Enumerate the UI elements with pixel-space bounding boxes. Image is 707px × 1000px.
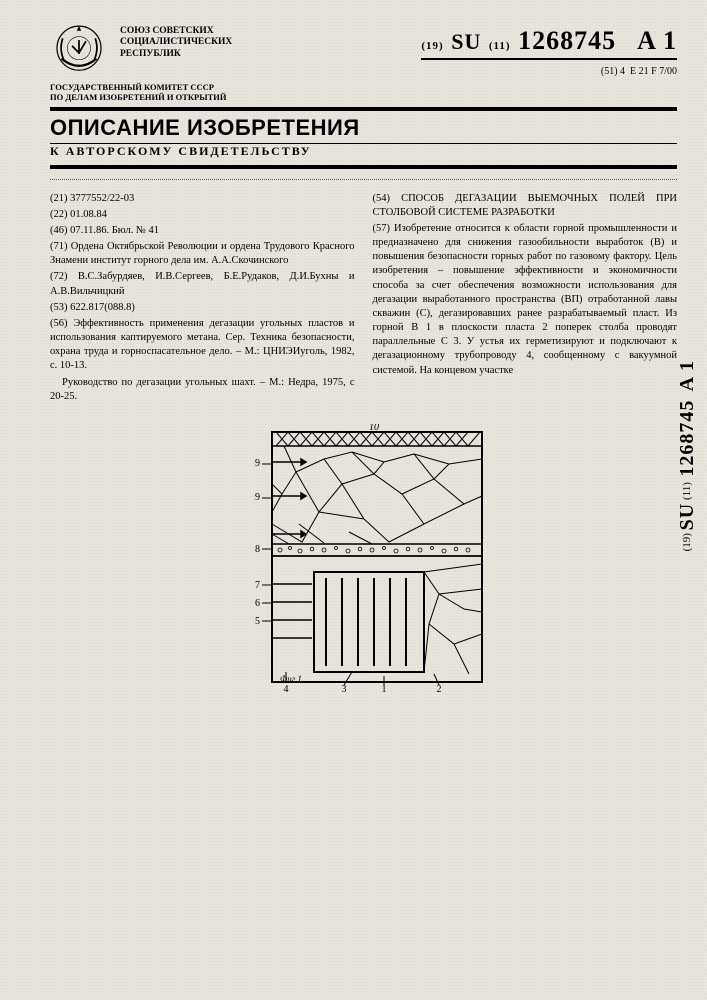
left-column: (21) 3777552/22-03 (22) 01.08.84 (46) 07… — [50, 192, 355, 406]
patent-figure: 9 9 8 7 6 5 10 4 3 1 2 — [224, 424, 504, 694]
svg-text:4: 4 — [283, 684, 288, 694]
svg-text:5: 5 — [255, 616, 260, 627]
dotted-separator — [50, 179, 677, 180]
svg-text:9: 9 — [255, 458, 260, 469]
header: СОЮЗ СОВЕТСКИХ СОЦИАЛИСТИЧЕСКИХ РЕСПУБЛИ… — [50, 18, 677, 77]
svg-text:9: 9 — [255, 492, 260, 503]
svg-text:3: 3 — [341, 684, 346, 694]
subtitle: К АВТОРСКОМУ СВИДЕТЕЛЬСТВУ — [50, 144, 677, 159]
hr-thick — [50, 107, 677, 111]
field-21: (21) 3777552/22-03 — [50, 192, 355, 206]
svg-text:7: 7 — [255, 580, 260, 591]
field-54: (54) СПОСОБ ДЕГАЗАЦИИ ВЫЕМОЧНЫХ ПОЛЕЙ ПР… — [373, 192, 678, 220]
committee-label: ГОСУДАРСТВЕННЫЙ КОМИТЕТ СССР ПО ДЕЛАМ ИЗ… — [50, 83, 677, 103]
citation: Руководство по дегазации угольных шахт. … — [50, 376, 355, 404]
union-label: СОЮЗ СОВЕТСКИХ СОЦИАЛИСТИЧЕСКИХ РЕСПУБЛИ… — [120, 18, 409, 60]
patent-number: (19) SU (11) 1268745 A 1 — [421, 26, 677, 60]
field-71: (71) Ордена Октябрьской Революции и орде… — [50, 240, 355, 268]
ussr-emblem-icon — [50, 18, 108, 76]
right-column: (54) СПОСОБ ДЕГАЗАЦИИ ВЫЕМОЧНЫХ ПОЛЕЙ ПР… — [373, 192, 678, 406]
field-56: (56) Эффективность применения дегазации … — [50, 317, 355, 374]
svg-text:2: 2 — [436, 684, 441, 694]
svg-text:Фиг.1: Фиг.1 — [280, 674, 302, 684]
svg-text:6: 6 — [255, 598, 260, 609]
patent-page: СОЮЗ СОВЕТСКИХ СОЦИАЛИСТИЧЕСКИХ РЕСПУБЛИ… — [0, 0, 707, 1000]
side-patent-id: (19) SU (11) 1268745 A 1 — [676, 360, 699, 551]
field-53: (53) 622.817(088.8) — [50, 301, 355, 315]
hr-thick-2 — [50, 165, 677, 169]
body-columns: (21) 3777552/22-03 (22) 01.08.84 (46) 07… — [50, 192, 677, 406]
field-22: (22) 01.08.84 — [50, 208, 355, 222]
field-72: (72) В.С.Забурдяев, И.В.Сергеев, Б.Е.Руд… — [50, 270, 355, 298]
ipc-code: (51) 4 E 21 F 7/00 — [421, 66, 677, 77]
field-46: (46) 07.11.86. Бюл. № 41 — [50, 224, 355, 238]
figure-container: 9 9 8 7 6 5 10 4 3 1 2 — [50, 424, 677, 694]
page-title: ОПИСАНИЕ ИЗОБРЕТЕНИЯ — [50, 115, 677, 141]
patent-id-block: (19) SU (11) 1268745 A 1 (51) 4 E 21 F 7… — [421, 18, 677, 77]
svg-text:8: 8 — [255, 544, 260, 555]
svg-text:1: 1 — [381, 684, 386, 694]
svg-text:10: 10 — [369, 424, 379, 433]
field-57: (57) Изобретение относится к области гор… — [373, 222, 678, 378]
